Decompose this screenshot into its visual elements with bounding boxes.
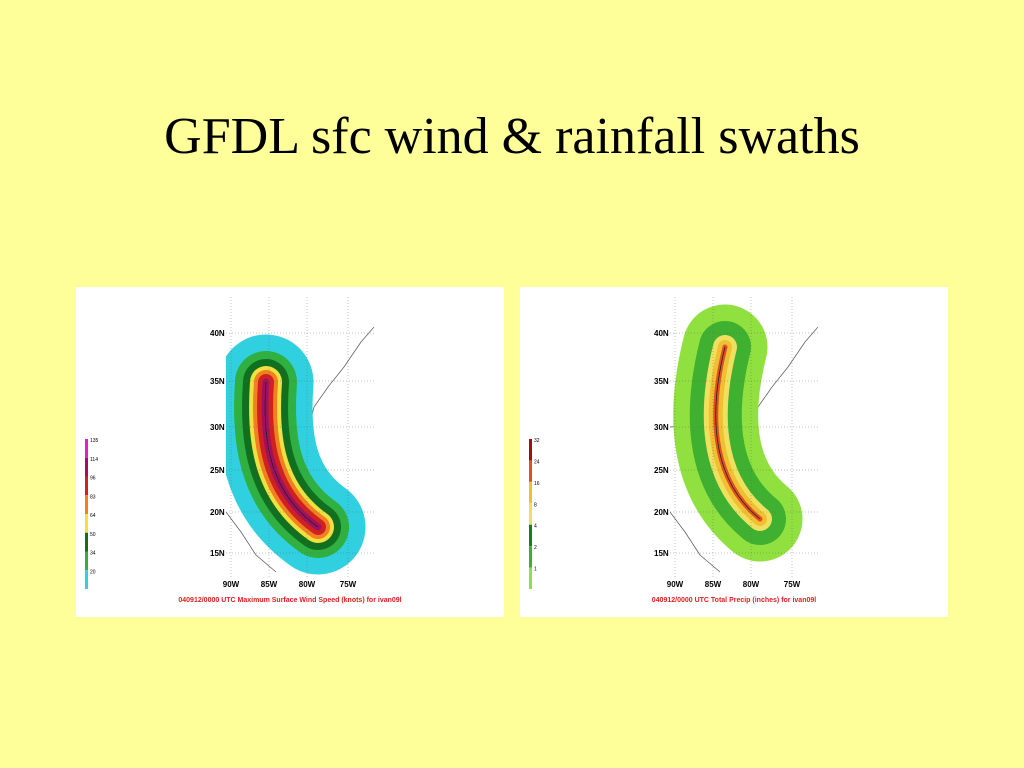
legend-label: 8 — [534, 502, 537, 508]
latitude-label: 35N — [210, 377, 225, 386]
legend-label: 114 — [90, 457, 98, 463]
latitude-label: 20N — [210, 508, 225, 517]
map-caption: 040912/0000 UTC Total Precip (inches) fo… — [652, 597, 816, 604]
longitude-label: 90W — [223, 580, 240, 589]
legend-label: 34 — [90, 551, 96, 557]
legend-swatch — [529, 503, 532, 525]
longitude-label: 75W — [340, 580, 357, 589]
legend-label: 16 — [534, 481, 540, 487]
legend-swatch — [529, 567, 532, 589]
latitude-label: 15N — [654, 549, 669, 558]
legend-label: 20 — [90, 569, 96, 575]
legend-swatch — [529, 481, 532, 504]
legend-label: 1 — [534, 567, 537, 573]
legend-swatch — [85, 532, 88, 552]
latitude-label: 30N — [210, 423, 225, 432]
legend-swatch — [85, 551, 88, 571]
longitude-label: 85W — [705, 580, 722, 589]
map-panel: 40N 35N 30N 25N 20N 15N 90W 85W 80W 75W 32 24 16 8 4 2 1… — [520, 287, 948, 617]
latitude-label: 30N — [654, 423, 669, 432]
longitude-label: 80W — [743, 580, 760, 589]
legend-label: 4 — [534, 524, 537, 530]
legend-swatch — [85, 495, 88, 514]
legend-swatch — [529, 524, 532, 547]
legend-swatch — [529, 439, 532, 461]
coastline — [226, 511, 277, 573]
legend-label: 2 — [534, 545, 537, 551]
map-area — [670, 297, 818, 577]
legend-label: 64 — [90, 513, 96, 519]
legend-swatch — [85, 439, 88, 458]
storm-track — [715, 346, 761, 520]
map-panel: 40N 35N 30N 25N 20N 15N 90W 85W 80W 75W 135 114 96 83… — [76, 287, 504, 617]
legend-swatch — [85, 570, 88, 589]
latitude-label: 40N — [210, 329, 225, 338]
map-area — [226, 297, 374, 577]
longitude-label: 90W — [667, 580, 684, 589]
legend-swatch — [529, 546, 532, 568]
longitude-label: 85W — [261, 580, 278, 589]
latitude-label: 40N — [654, 329, 669, 338]
map-caption: 040912/0000 UTC Maximum Surface Wind Spe… — [178, 597, 401, 604]
legend-label: 50 — [90, 532, 96, 538]
latitude-label: 35N — [654, 377, 669, 386]
legend-label: 96 — [90, 476, 96, 482]
latitude-label: 15N — [210, 549, 225, 558]
legend-swatch — [85, 457, 88, 477]
legend-label: 135 — [90, 438, 99, 444]
latitude-label: 20N — [654, 508, 669, 517]
legend-swatch — [85, 514, 88, 533]
legend-swatch — [529, 460, 532, 482]
legend-label: 83 — [90, 494, 96, 500]
legend-label: 24 — [534, 459, 540, 465]
storm-track — [264, 381, 319, 528]
longitude-label: 75W — [784, 580, 801, 589]
legend-label: 32 — [534, 438, 540, 444]
slide-title: GFDL sfc wind & rainfall swaths — [164, 108, 860, 165]
latitude-label: 25N — [654, 466, 669, 475]
latitude-label: 25N — [210, 466, 225, 475]
coastline — [670, 511, 721, 573]
longitude-label: 80W — [299, 580, 316, 589]
legend-swatch — [85, 476, 88, 496]
